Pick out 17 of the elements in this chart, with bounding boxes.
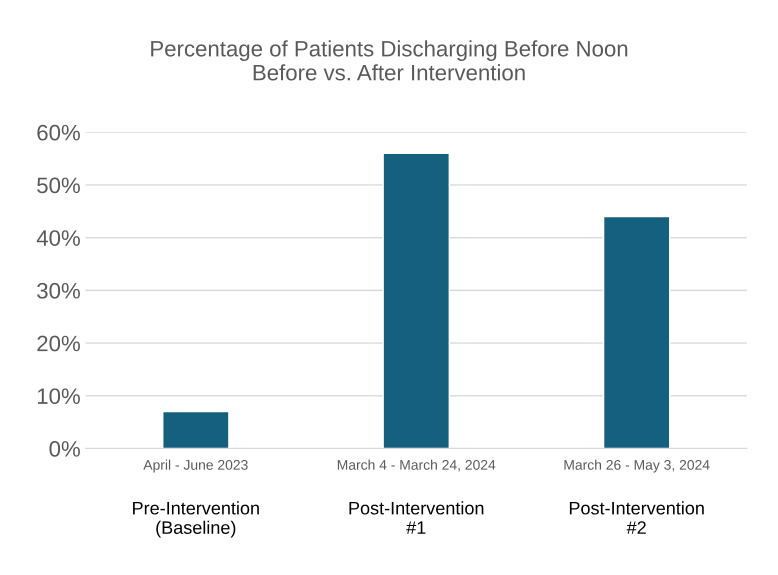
y-tick-label: 60% [37,124,80,141]
bar [382,152,450,448]
y-tick-label: 10% [38,388,80,404]
x-tick-label: March 4 - March 24, 2024 [338,460,496,472]
y-tick-label: 30% [37,282,80,299]
x-tick-label: March 26 - May 3, 2024 [564,460,710,473]
text: Post-Intervention #2 [570,501,704,534]
y-tick-label: 40% [36,230,80,246]
bar [162,410,230,448]
y-tick-label: 0% [49,441,80,457]
y-tick-label: 50% [37,177,80,194]
text: Post-Intervention #1 [349,501,484,534]
text: Pre-Intervention (Baseline) [133,501,259,538]
chart-title: Percentage of Patients Discharging Before Noon Before vs. After Intervention [151,40,628,81]
x-tick-label: April - June 2023 [143,460,248,473]
y-tick-label: 20% [37,336,80,352]
bar [602,216,670,448]
